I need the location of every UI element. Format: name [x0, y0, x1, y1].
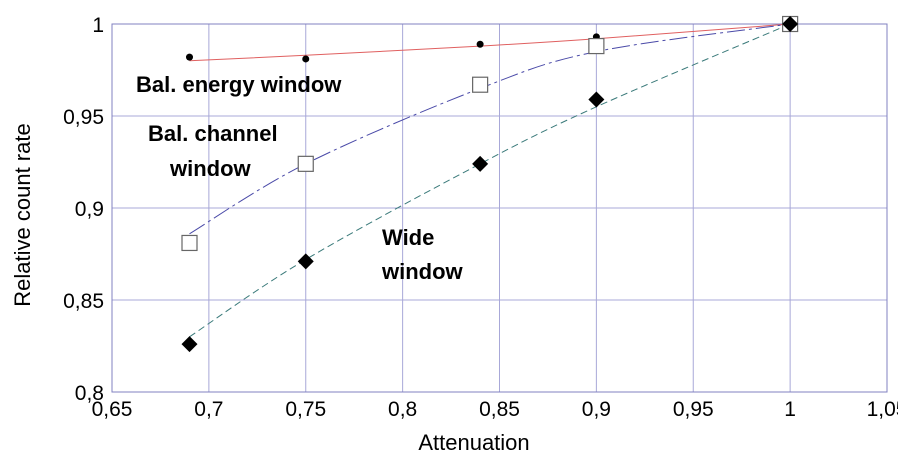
circle-marker — [302, 55, 310, 63]
y-tick-label: 0,8 — [75, 382, 104, 405]
y-axis-title: Relative count rate — [10, 123, 35, 306]
grid-lines — [111, 23, 888, 393]
annotation-bal-channel-window-line2: window — [169, 156, 252, 181]
diamond-marker — [472, 155, 489, 172]
x-tick-label: 0,9 — [582, 398, 611, 421]
x-tick-label: 0,95 — [673, 398, 714, 421]
x-tick-label: 0,8 — [388, 398, 417, 421]
open-square-marker — [181, 234, 198, 252]
y-tick-label: 0,95 — [63, 106, 104, 129]
x-tick-label: 0,65 — [92, 398, 133, 421]
x-tick-label: 0,75 — [285, 398, 326, 421]
annotation-bal-channel-window-line1: Bal. channel — [148, 121, 278, 146]
open-square-marker — [297, 155, 314, 172]
x-axis-title: Attenuation — [418, 430, 529, 455]
circle-marker — [186, 53, 193, 61]
plot-frame — [111, 23, 888, 393]
x-tick-label: 1 — [784, 398, 796, 421]
annotation-wide-window-line2: window — [381, 259, 464, 284]
x-tick-label: 1,05 — [867, 398, 898, 421]
diamond-marker — [588, 91, 605, 108]
x-tick-labels: 0,65 0,7 0,75 0,8 0,85 0,9 0,95 1 1,05 — [92, 398, 898, 421]
y-tick-label: 0,9 — [75, 198, 104, 221]
diamond-marker — [181, 336, 198, 353]
x-tick-label: 0,7 — [194, 398, 223, 421]
circle-marker — [476, 40, 484, 48]
annotation-wide-window-line1: Wide — [382, 225, 434, 250]
annotation-bal-energy-window: Bal. energy window — [136, 72, 342, 97]
x-tick-label: 0,85 — [479, 398, 520, 421]
diamond-marker — [782, 16, 799, 32]
y-tick-label: 1 — [92, 14, 104, 37]
diamond-marker — [297, 253, 314, 270]
y-tick-labels: 0,8 0,85 0,9 0,95 1 — [63, 14, 104, 405]
fit-curve-series-3 — [189, 23, 791, 338]
open-square-marker — [472, 76, 489, 93]
data-markers — [181, 15, 799, 353]
open-square-marker — [588, 37, 605, 55]
y-tick-label: 0,85 — [63, 290, 104, 313]
